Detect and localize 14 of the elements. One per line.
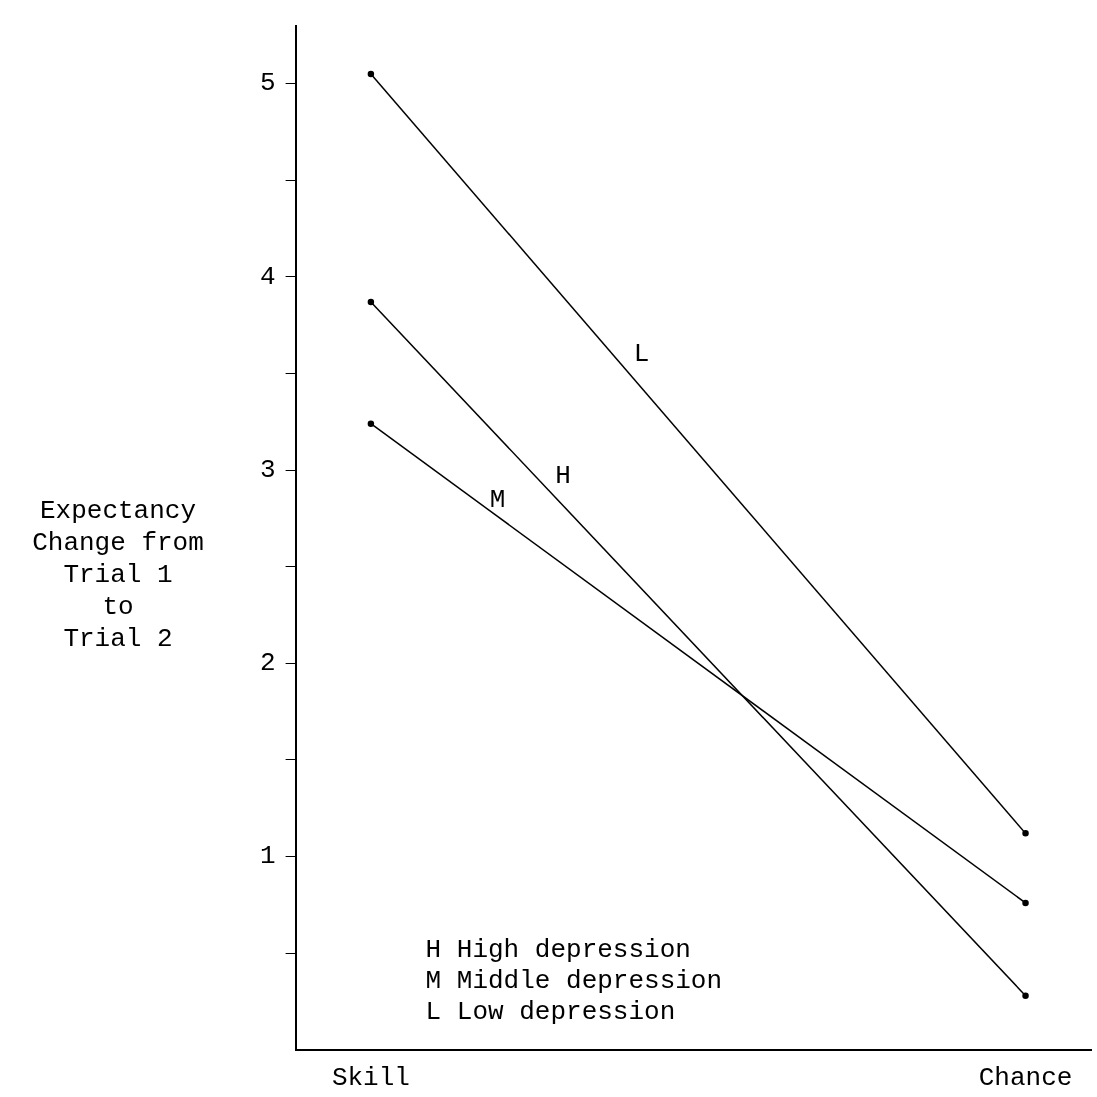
y-tick-label: 5 [259,68,276,99]
y-tick-label: 2 [259,648,276,679]
annotation: L Low depression [425,996,676,1027]
series-label: H [555,461,571,492]
y-axis-title: Expectancy Change from Trial 1 to Trial 2 [32,495,204,654]
x-tick-label: Skill [331,1063,410,1094]
x-tick-label: Chance [978,1063,1073,1094]
annotation: M Middle depression [425,965,723,996]
series-label: M [489,485,506,516]
y-tick-label: 1 [259,841,276,872]
y-tick-label: 3 [259,454,276,485]
series-label: L [633,339,650,370]
annotation: H High depression [425,934,691,965]
y-tick-label: 4 [259,261,276,292]
